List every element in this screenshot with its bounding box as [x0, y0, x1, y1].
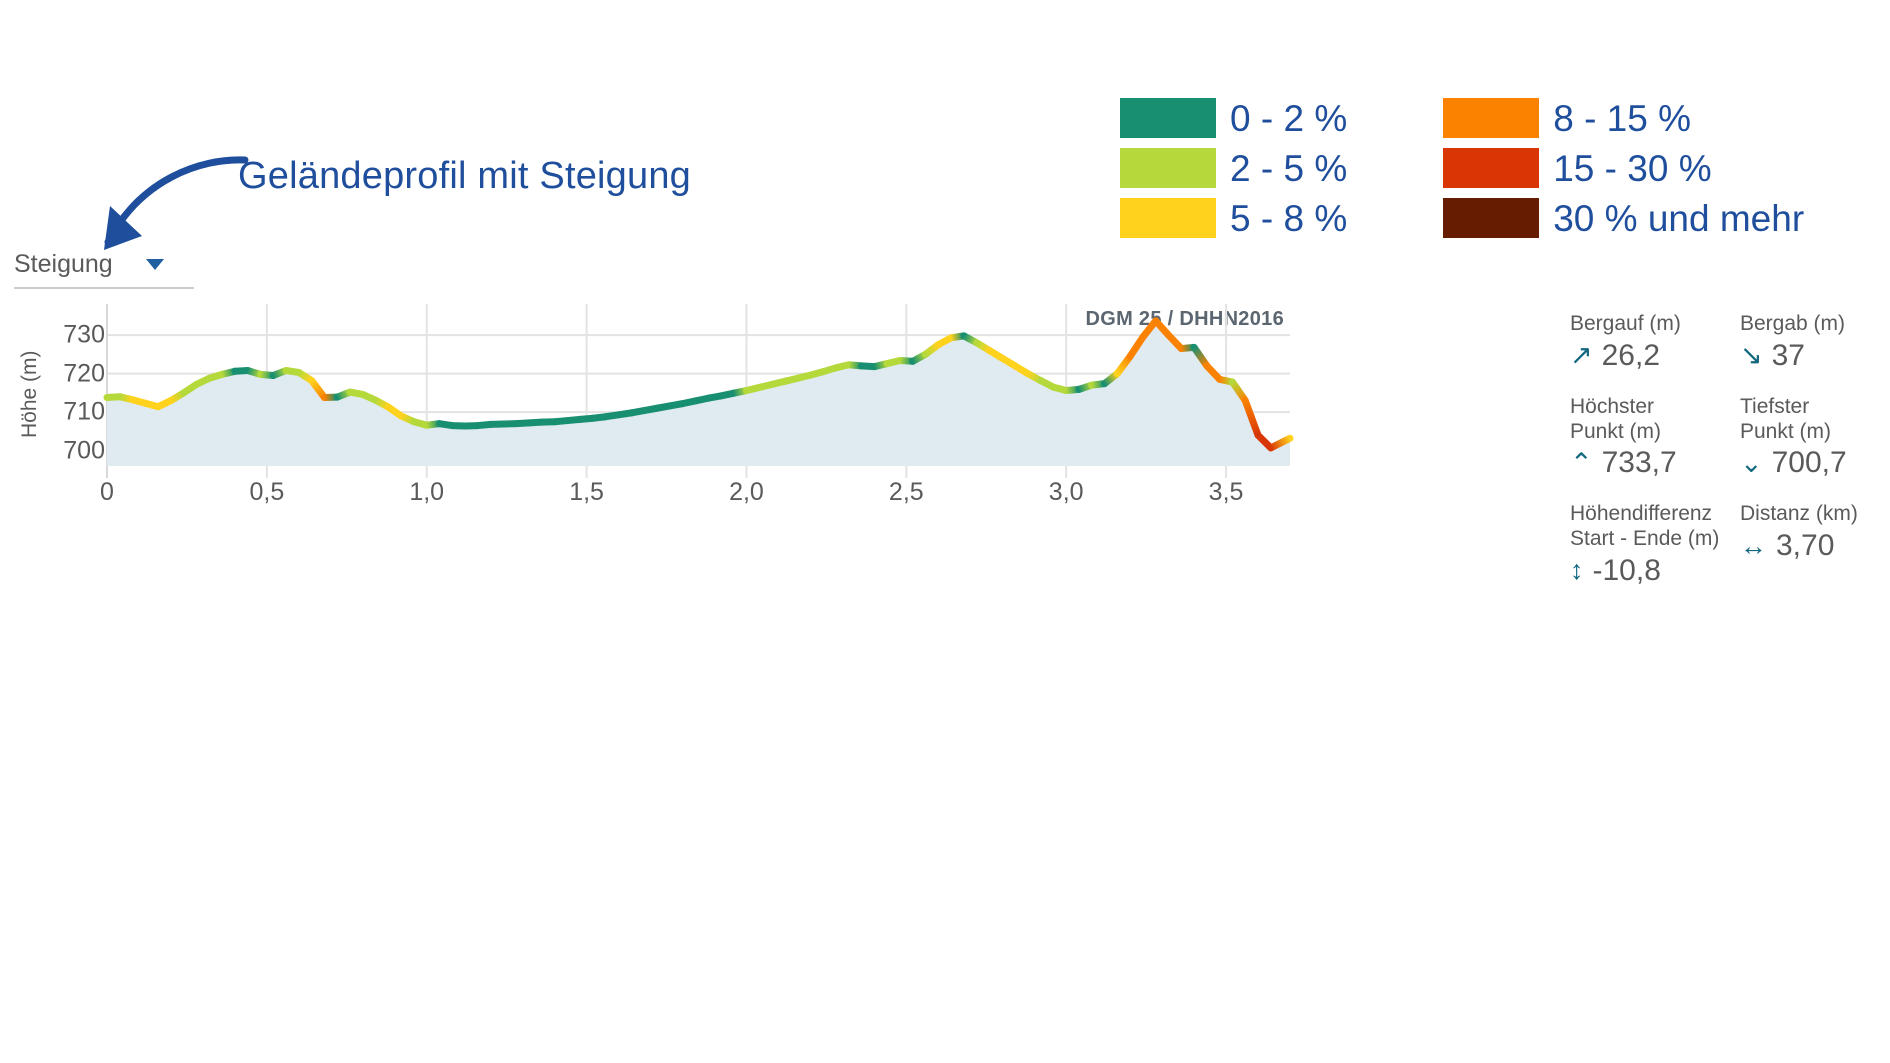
x-tick-label: 3,5 — [1208, 478, 1244, 506]
stat-value: ⌃ 733,7 — [1570, 446, 1740, 480]
y-tick-label: 700 — [63, 436, 105, 465]
profile-segment — [1113, 352, 1134, 378]
data-source-label: DGM 25 / DHHN2016 — [1085, 308, 1284, 330]
x-tick-label: 3,0 — [1048, 478, 1084, 506]
profile-segment — [1241, 397, 1262, 439]
stat-title: Höchster Punkt (m) — [1570, 394, 1662, 443]
legend-item: 8 - 15 % — [1443, 98, 1804, 138]
stat-number: 37 — [1771, 338, 1805, 372]
legend-color-swatch — [1443, 98, 1540, 138]
stat-value: ↗ 26,2 — [1570, 339, 1740, 373]
stat-value: ↘ 37 — [1740, 339, 1890, 373]
profile-segment — [1267, 434, 1294, 452]
stat-value: ⌄ 700,7 — [1740, 446, 1890, 480]
elevation-profile-chart: DGM 25 / DHHN2016 Höhe (m) 700 710 720 730 … — [0, 300, 1300, 590]
stat-item: Bergab (m) ↘ 37 — [1740, 312, 1890, 385]
stat-item: Bergauf (m) ↗ 26,2 — [1570, 312, 1740, 385]
legend-color-swatch — [1443, 198, 1540, 238]
legend-color-swatch — [1120, 148, 1216, 188]
stat-title: Tiefster Punkt (m) — [1740, 394, 1832, 443]
y-tick-label: 710 — [63, 397, 105, 426]
legend-color-swatch — [1120, 98, 1216, 138]
stat-title: Höhendifferenz Start - Ende (m) — [1570, 502, 1720, 551]
arrow-left-right-icon: ↔ — [1740, 530, 1767, 561]
stat-number: -10,8 — [1592, 553, 1661, 587]
stat-value: ↔ 3,70 — [1740, 529, 1890, 563]
profile-area-fill — [107, 320, 1290, 466]
legend-label: 2 - 5 % — [1230, 147, 1348, 189]
legend-item: 0 - 2 % — [1120, 98, 1347, 138]
x-tick-label: 2,0 — [729, 478, 764, 506]
stat-value: ↕ -10,8 — [1570, 554, 1740, 588]
route-statistics-panel: Bergauf (m) ↗ 26,2 Bergab (m) ↘ 37 Höchster Pun… — [1570, 312, 1890, 600]
legend-color-swatch — [1120, 198, 1216, 238]
x-tick-label: 1,5 — [569, 478, 604, 506]
stat-number: 3,70 — [1776, 529, 1835, 563]
stat-number: 26,2 — [1601, 338, 1661, 372]
slope-mode-dropdown[interactable]: Steigung — [14, 250, 194, 289]
y-tick-label: 720 — [63, 359, 105, 388]
legend-label: 30 % und mehr — [1553, 197, 1805, 239]
legend-item: 30 % und mehr — [1443, 198, 1804, 238]
x-tick-label: 2,5 — [888, 478, 924, 506]
stat-title: Bergab (m) — [1740, 312, 1846, 335]
arrow-down-right-icon: ↘ — [1740, 340, 1763, 371]
stat-number: 700,7 — [1771, 446, 1847, 480]
x-tick-label: 0 — [100, 478, 114, 506]
y-axis-ticks: 700 710 720 730 — [35, 300, 105, 590]
annotation-label: Geländeprofil mit Steigung — [238, 155, 692, 197]
profile-plot — [103, 304, 1294, 478]
x-tick-label: 0,5 — [249, 478, 285, 506]
stat-item: Distanz (km) ↔ 3,70 — [1740, 502, 1890, 600]
chevron-down-icon: ⌄ — [1740, 447, 1763, 478]
slope-legend: 0 - 2 % 8 - 15 % 2 - 5 % 15 - 30 % 5 - 8 % 30… — [1120, 98, 1804, 238]
legend-item: 2 - 5 % — [1120, 148, 1347, 188]
legend-item: 5 - 8 % — [1120, 198, 1347, 238]
stat-title: Bergauf (m) — [1570, 312, 1681, 335]
x-axis-ticks: 0 0,5 1,0 1,5 2,0 2,5 3,0 3,5 — [0, 300, 1300, 590]
chevron-down-icon — [146, 259, 164, 270]
stat-item: Höhendifferenz Start - Ende (m) ↕ -10,8 — [1570, 502, 1740, 600]
chevron-up-icon: ⌃ — [1570, 447, 1593, 478]
dropdown-selected-value: Steigung — [14, 250, 113, 278]
legend-label: 8 - 15 % — [1553, 97, 1692, 139]
profile-segment — [1126, 333, 1147, 360]
arrow-up-right-icon: ↗ — [1570, 340, 1593, 371]
x-tick-label: 1,0 — [409, 478, 445, 506]
legend-label: 0 - 2 % — [1230, 97, 1348, 139]
legend-item: 15 - 30 % — [1443, 148, 1804, 188]
profile-segment — [1190, 343, 1211, 370]
legend-label: 15 - 30 % — [1553, 147, 1712, 189]
stat-item: Tiefster Punkt (m) ⌄ 700,7 — [1740, 395, 1890, 493]
annotation-arrow-icon — [104, 156, 249, 250]
stat-number: 733,7 — [1601, 446, 1677, 480]
stat-item: Höchster Punkt (m) ⌃ 733,7 — [1570, 395, 1740, 493]
y-tick-label: 730 — [63, 320, 105, 349]
arrow-up-down-icon: ↕ — [1570, 555, 1584, 586]
profile-segment — [308, 377, 328, 401]
legend-color-swatch — [1443, 148, 1540, 188]
stat-title: Distanz (km) — [1740, 502, 1858, 526]
profile-segment — [1228, 378, 1249, 405]
legend-label: 5 - 8 % — [1230, 197, 1348, 239]
